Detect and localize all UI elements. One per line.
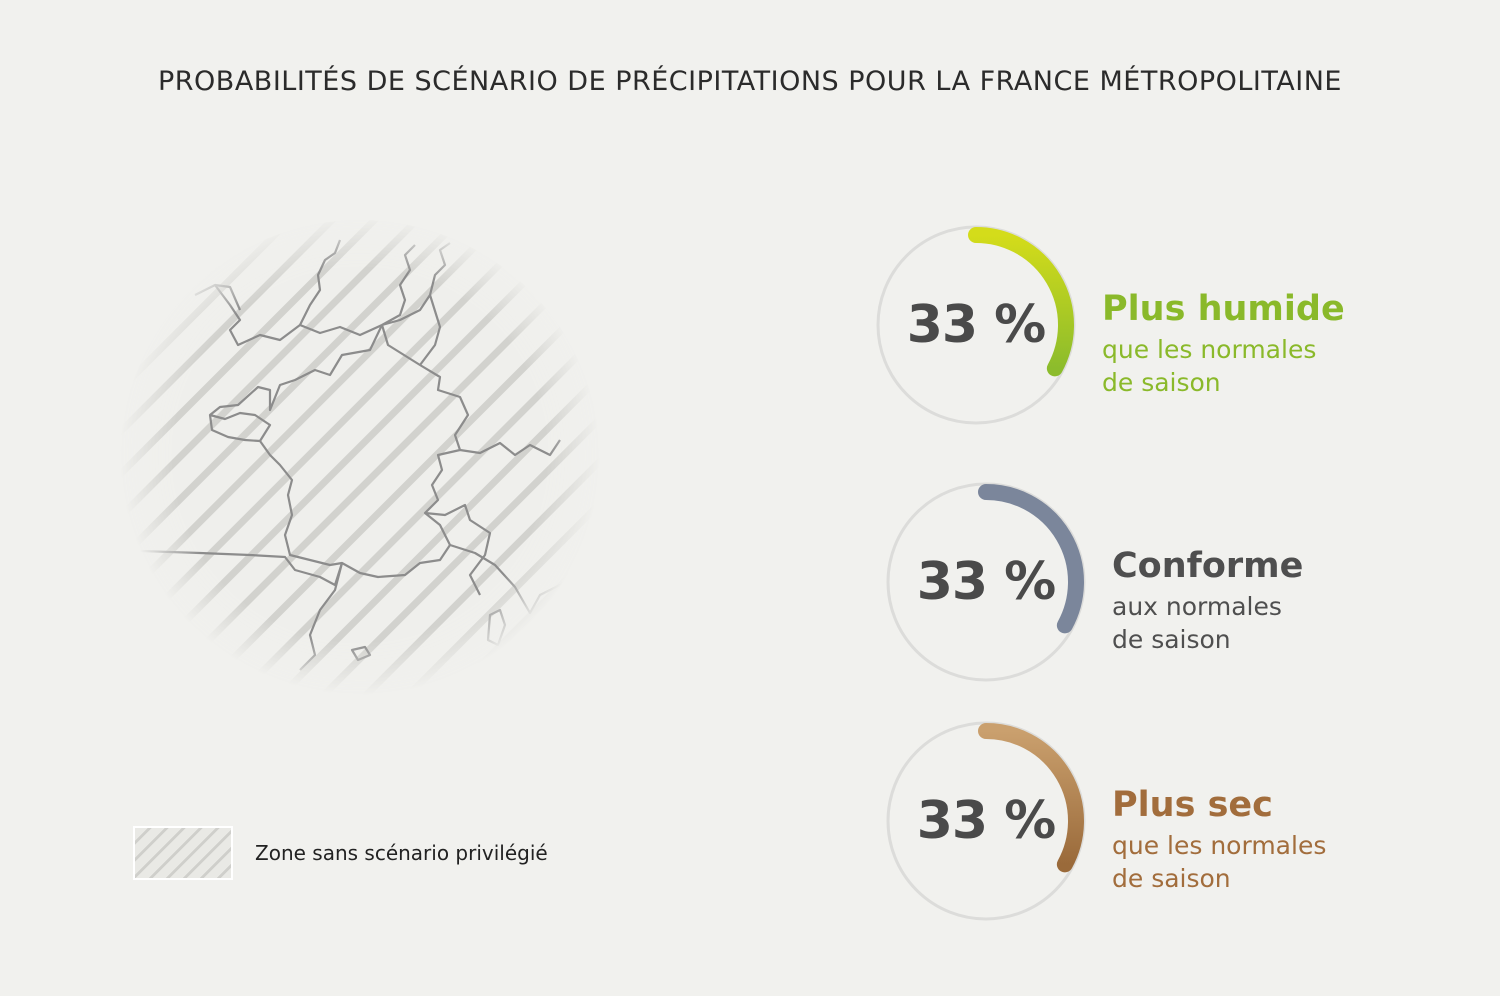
balearic [350,645,372,662]
gauge-percent: 33 % [906,295,1047,355]
gauge-plus-sec: 33 % Plus sec que les normales de saison [886,721,1446,931]
page-title: PROBABILITÉS DE SCÉNARIO DE PRÉCIPITATIO… [158,66,1342,97]
scenario-label: Plus humide [1102,289,1345,329]
belgium-border [381,242,451,327]
scenario-sublabel-2: de saison [1112,625,1231,654]
legend: Zone sans scénario privilégié [133,826,548,880]
england-coast [194,244,416,347]
germany-border [419,294,442,366]
iberia-coast [299,562,344,671]
gauge-percent: 33 % [916,791,1057,851]
uk-east-coast [299,239,342,326]
legend-hatch-swatch [133,826,233,880]
scenario-sublabel-2: de saison [1102,368,1221,397]
gauge-arc-humide [968,227,1074,377]
brittany [209,324,383,416]
gauge-arc-conforme [978,484,1084,634]
legend-label: Zone sans scénario privilégié [255,841,548,865]
scenario-label: Plus sec [1112,785,1273,825]
switzerland-border [459,439,561,457]
spain-border [139,549,344,587]
france-map [120,220,600,695]
gauge-plus-humide: 33 % Plus humide que les normales de sai… [876,225,1436,435]
scenario-sublabel-2: de saison [1112,864,1231,893]
gauge-percent: 33 % [916,552,1057,612]
france-border [208,324,470,579]
alps-border [424,503,492,596]
scenario-sublabel-1: que les normales [1102,335,1317,364]
gauge-ring [886,721,1086,921]
scenario-sublabel-1: aux normales [1112,592,1282,621]
gauge-ring [886,482,1086,682]
corsica [486,608,507,647]
ireland-fragment [214,283,242,311]
gauge-conforme: 33 % Conforme aux normales de saison [886,482,1446,692]
scenario-sublabel-1: que les normales [1112,831,1327,860]
hatched-zone [120,220,600,695]
gauge-ring [876,225,1076,425]
italy-coast [449,543,581,615]
gauge-arc-sec [978,723,1084,873]
scenario-label: Conforme [1112,546,1304,586]
